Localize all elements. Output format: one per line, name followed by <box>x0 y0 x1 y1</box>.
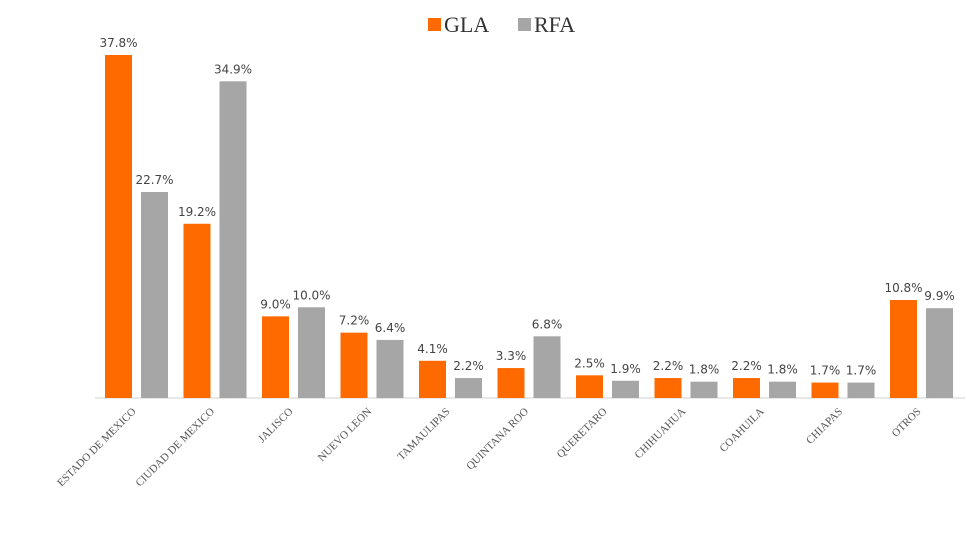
bar <box>455 378 482 398</box>
data-label: 2.2% <box>453 359 484 373</box>
data-label: 22.7% <box>135 173 173 187</box>
data-label: 10.8% <box>884 281 922 295</box>
bar <box>890 300 917 398</box>
legend-swatch <box>428 18 441 31</box>
x-tick-label: OTROS <box>890 406 924 440</box>
data-label: 6.4% <box>375 321 406 335</box>
legend-label: GLA <box>444 12 489 37</box>
bar <box>733 378 760 398</box>
data-label: 1.9% <box>610 362 641 376</box>
data-label: 10.0% <box>292 288 330 302</box>
x-tick-label: NUEVO LEON <box>316 406 374 464</box>
bar <box>376 339 404 398</box>
bar <box>298 307 325 398</box>
x-tick-label: CHIHUAHUA <box>633 406 689 462</box>
x-tick-label: CIUDAD DE MEXICO <box>133 406 217 490</box>
x-tick-label: QUERETARO <box>555 406 610 461</box>
data-label: 1.7% <box>810 364 841 378</box>
bar <box>533 336 561 398</box>
data-label: 1.8% <box>767 363 798 377</box>
legend-swatch <box>518 18 531 31</box>
x-tick-label: ESTADO DE MEXICO <box>55 406 139 490</box>
bar <box>262 316 289 398</box>
data-label: 2.2% <box>731 359 762 373</box>
x-tick-label: TAMAULIPAS <box>395 406 452 463</box>
x-tick-label: CHIAPAS <box>804 406 845 447</box>
bar <box>690 381 718 398</box>
bar <box>654 378 682 398</box>
x-tick-label: JALISCO <box>256 406 296 446</box>
data-label: 37.8% <box>99 36 137 50</box>
data-label: 2.5% <box>574 356 605 370</box>
data-label: 3.3% <box>496 349 527 363</box>
bar <box>419 360 446 398</box>
bar <box>340 332 368 398</box>
data-label: 6.8% <box>532 317 563 331</box>
data-label: 4.1% <box>417 342 448 356</box>
data-label: 34.9% <box>214 62 252 76</box>
data-label: 9.9% <box>924 289 955 303</box>
data-label: 2.2% <box>653 359 684 373</box>
bar <box>576 375 603 398</box>
legend-label: RFA <box>534 12 575 37</box>
data-label: 19.2% <box>178 205 216 219</box>
bar <box>769 381 796 398</box>
data-label: 7.2% <box>339 314 370 328</box>
bar <box>847 382 875 398</box>
bar <box>141 192 168 398</box>
bar <box>105 55 132 398</box>
bar <box>219 81 247 398</box>
bar <box>926 308 953 398</box>
bar <box>612 380 639 398</box>
x-tick-label: COAHUILA <box>718 406 767 455</box>
bar <box>183 223 211 398</box>
bar <box>811 382 839 398</box>
data-label: 1.7% <box>846 364 877 378</box>
x-tick-label: QUINTANA ROO <box>464 406 531 473</box>
data-label: 9.0% <box>260 297 291 311</box>
data-label: 1.8% <box>689 363 720 377</box>
bar <box>497 368 525 398</box>
